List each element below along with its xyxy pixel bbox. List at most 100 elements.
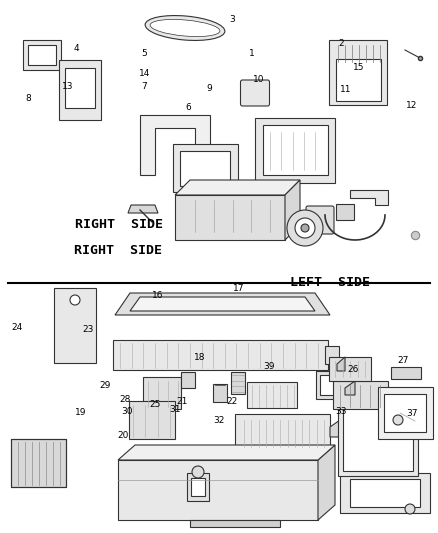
Text: 3: 3 — [229, 15, 235, 24]
Text: 23: 23 — [82, 325, 93, 334]
Polygon shape — [130, 297, 315, 311]
Text: 7: 7 — [141, 82, 148, 91]
Polygon shape — [118, 445, 335, 460]
Text: 9: 9 — [206, 84, 212, 93]
Bar — [343, 399, 413, 471]
Bar — [329, 39, 387, 104]
Bar — [231, 372, 245, 394]
Text: 11: 11 — [340, 85, 352, 94]
Bar — [191, 478, 205, 496]
Bar — [11, 439, 66, 487]
Bar — [173, 144, 237, 192]
Circle shape — [70, 295, 80, 305]
Polygon shape — [340, 473, 430, 513]
Text: 33: 33 — [335, 407, 346, 416]
Bar — [213, 384, 227, 402]
Bar — [28, 45, 56, 65]
Bar — [320, 375, 340, 395]
Text: 8: 8 — [25, 94, 32, 103]
Bar — [234, 414, 329, 452]
Polygon shape — [128, 205, 158, 213]
Text: 37: 37 — [406, 409, 417, 418]
Bar — [59, 60, 101, 120]
Text: 32: 32 — [213, 416, 225, 425]
Polygon shape — [345, 381, 355, 395]
Bar — [11, 439, 66, 487]
Polygon shape — [118, 460, 318, 520]
Text: 2: 2 — [339, 39, 344, 49]
Polygon shape — [115, 293, 330, 315]
Bar — [180, 150, 230, 185]
Polygon shape — [285, 180, 300, 240]
Polygon shape — [175, 180, 300, 195]
Bar — [65, 68, 95, 108]
Bar — [113, 340, 328, 370]
Text: 10: 10 — [253, 76, 264, 85]
Text: 16: 16 — [152, 292, 163, 300]
Bar — [384, 394, 426, 432]
Polygon shape — [350, 479, 420, 507]
Text: RIGHT  SIDE: RIGHT SIDE — [75, 219, 163, 231]
Polygon shape — [190, 520, 280, 527]
Bar — [329, 357, 371, 381]
Bar — [332, 381, 388, 409]
Bar — [262, 125, 328, 175]
Text: 14: 14 — [139, 69, 150, 78]
Circle shape — [301, 224, 309, 232]
Text: 31: 31 — [170, 405, 181, 414]
Bar — [54, 287, 96, 362]
Bar — [378, 387, 432, 439]
Text: 1: 1 — [249, 49, 255, 58]
Text: 17: 17 — [233, 284, 244, 293]
Bar — [247, 382, 297, 408]
Text: 26: 26 — [347, 365, 358, 374]
Circle shape — [405, 504, 415, 514]
Polygon shape — [350, 190, 388, 205]
Circle shape — [393, 415, 403, 425]
Bar — [338, 394, 418, 476]
Bar — [316, 371, 344, 399]
Ellipse shape — [145, 15, 225, 41]
Text: 13: 13 — [62, 82, 74, 91]
Text: 21: 21 — [176, 397, 187, 406]
Text: 39: 39 — [264, 362, 275, 372]
Text: 30: 30 — [121, 407, 133, 416]
Text: LEFT  SIDE: LEFT SIDE — [290, 277, 370, 289]
Text: 4: 4 — [74, 44, 79, 53]
Bar — [325, 346, 339, 364]
Text: 28: 28 — [119, 394, 131, 403]
Bar — [181, 372, 195, 388]
Polygon shape — [337, 357, 345, 371]
Text: RIGHT  SIDE: RIGHT SIDE — [74, 244, 162, 257]
Text: 24: 24 — [11, 324, 22, 333]
Text: 5: 5 — [141, 49, 148, 58]
Circle shape — [287, 210, 323, 246]
Bar — [336, 204, 354, 220]
Text: 15: 15 — [353, 63, 365, 72]
Text: 12: 12 — [406, 101, 417, 109]
Bar — [23, 40, 61, 70]
Text: 6: 6 — [185, 103, 191, 112]
FancyBboxPatch shape — [306, 206, 334, 234]
Bar — [129, 401, 175, 439]
Text: 19: 19 — [75, 408, 87, 417]
FancyBboxPatch shape — [240, 80, 269, 106]
Polygon shape — [140, 115, 210, 175]
Text: 27: 27 — [397, 356, 409, 365]
Circle shape — [295, 218, 315, 238]
Bar — [336, 59, 381, 101]
Bar — [187, 473, 209, 501]
Bar — [255, 117, 335, 182]
Bar — [391, 367, 421, 379]
Ellipse shape — [150, 20, 220, 37]
Text: 20: 20 — [117, 431, 128, 440]
Text: 22: 22 — [226, 397, 238, 406]
Polygon shape — [175, 195, 285, 240]
Circle shape — [192, 466, 204, 478]
Polygon shape — [330, 420, 340, 437]
Bar — [143, 377, 181, 409]
Polygon shape — [318, 445, 335, 520]
Text: 18: 18 — [194, 353, 205, 362]
Text: 29: 29 — [99, 381, 111, 390]
Text: 25: 25 — [150, 400, 161, 409]
